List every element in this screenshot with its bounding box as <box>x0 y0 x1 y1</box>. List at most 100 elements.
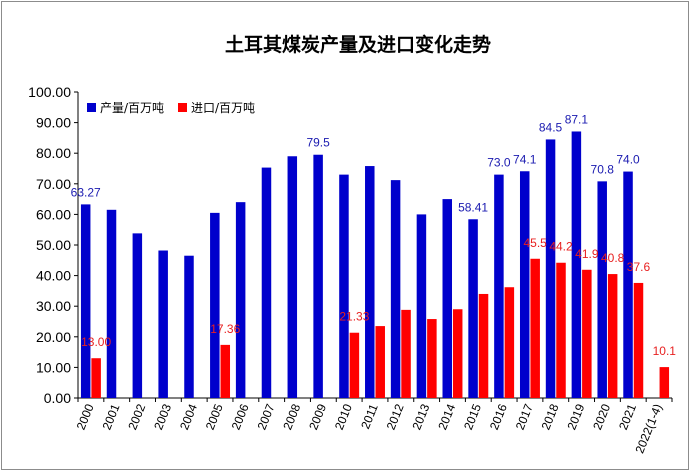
y-axis: 0.00 10.00 20.00 30.00 40.00 50.00 60.00 70.00 8… <box>28 84 79 406</box>
production-bar <box>468 219 478 398</box>
production-bar <box>210 212 220 398</box>
y-tick-label: 80.00 <box>36 145 71 161</box>
import-bar <box>401 309 411 398</box>
import-bar <box>427 319 437 398</box>
x-tick-label: 2004 <box>177 402 200 432</box>
legend-swatch-import <box>178 103 187 112</box>
legend-label-import: 进口/百万吨 <box>191 101 255 115</box>
import-bar <box>556 262 566 398</box>
y-tick-label: 60.00 <box>36 206 71 222</box>
y-tick-label: 50.00 <box>36 237 71 253</box>
x-tick-label: 2012 <box>384 402 407 432</box>
x-tick-label: 2000 <box>74 402 97 432</box>
import-bar <box>478 293 489 398</box>
x-tick-label: 2001 <box>100 402 123 432</box>
import-data-label: 41.9 <box>575 247 599 261</box>
import-bar <box>375 326 385 398</box>
import-data-label: 45.5 <box>524 236 548 250</box>
x-tick-label: 2013 <box>409 402 432 432</box>
legend-swatch-production <box>87 103 96 112</box>
x-tick-label: 2010 <box>332 402 355 432</box>
production-bar <box>442 199 453 398</box>
import-data-label: 13.00 <box>81 335 111 349</box>
x-axis: 2000 2001 2002 2003 2004 2005 2006 2007 2008 2009… <box>74 397 673 455</box>
production-bar <box>80 204 91 398</box>
x-tick-label: 2002 <box>125 402 148 432</box>
x-tick-label: 2016 <box>487 402 510 432</box>
production-bar <box>571 131 582 398</box>
production-data-label: 58.41 <box>458 200 488 214</box>
import-data-label: 21.33 <box>339 310 369 324</box>
production-bar <box>261 167 272 398</box>
production-bar <box>184 255 194 398</box>
production-data-label: 87.1 <box>565 112 589 126</box>
x-tick-label: 2008 <box>280 402 303 432</box>
production-bar <box>158 250 168 398</box>
y-tick-label: 90.00 <box>36 115 71 131</box>
import-bar <box>504 287 515 398</box>
import-bar <box>607 274 618 398</box>
production-bar <box>494 174 504 398</box>
production-bar <box>519 171 530 398</box>
x-tick-label: 2009 <box>306 402 329 432</box>
legend: 产量/百万吨 进口/百万吨 <box>87 101 255 115</box>
import-data-label: 37.6 <box>627 260 651 274</box>
production-data-label: 63.27 <box>71 185 101 199</box>
production-bar <box>365 166 375 398</box>
production-bar <box>132 233 143 398</box>
y-tick-label: 40.00 <box>36 268 71 284</box>
production-bar <box>623 171 633 398</box>
x-tick-label: 2006 <box>229 402 252 432</box>
production-bar <box>287 156 298 398</box>
import-data-label: 40.8 <box>601 251 625 265</box>
y-tick-label: 70.00 <box>36 176 71 192</box>
production-bar <box>106 209 117 398</box>
x-tick-label: 2011 <box>358 402 381 431</box>
y-tick-label: 10.00 <box>36 359 71 375</box>
bars <box>80 131 670 398</box>
production-bar <box>416 214 427 398</box>
y-tick-label: 100.00 <box>28 84 71 100</box>
import-bar <box>582 269 592 398</box>
production-data-label: 84.5 <box>539 120 563 134</box>
import-bar <box>91 358 101 398</box>
import-data-label: 17.36 <box>210 322 240 336</box>
x-tick-label: 2007 <box>254 402 277 432</box>
x-tick-label: 2021 <box>616 402 639 432</box>
import-bar <box>452 309 463 398</box>
x-tick-label: 2005 <box>203 402 226 432</box>
production-bar <box>313 154 323 398</box>
y-tick-label: 20.00 <box>36 329 71 345</box>
x-tick-label: 2018 <box>539 402 562 432</box>
chart-title: 土耳其煤炭产量及进口变化走势 <box>225 33 491 56</box>
import-data-label: 10.1 <box>653 344 677 358</box>
x-tick-label: 2019 <box>564 402 587 432</box>
data-labels: 63.27 79.5 58.41 73.0 74.1 84.587.1 70.874.0 13… <box>71 112 677 358</box>
x-tick-label: 2017 <box>513 402 536 432</box>
x-tick-label: 2014 <box>435 402 458 432</box>
y-tick-label: 30.00 <box>36 298 71 314</box>
y-tick-label: 0.00 <box>44 390 71 406</box>
production-data-label: 74.1 <box>513 152 537 166</box>
import-bar <box>349 332 360 398</box>
x-tick-label: 2015 <box>461 402 484 432</box>
import-data-label: 44.2 <box>549 240 573 254</box>
production-bar <box>235 202 246 398</box>
production-data-label: 73.0 <box>487 156 511 170</box>
production-data-label: 70.8 <box>591 162 615 176</box>
production-data-label: 79.5 <box>306 136 330 150</box>
legend-label-production: 产量/百万吨 <box>100 101 164 115</box>
x-tick-label: 2003 <box>151 402 174 432</box>
production-bar <box>390 180 401 398</box>
production-bar <box>545 139 556 398</box>
production-bar <box>597 181 607 398</box>
import-bar <box>220 344 231 398</box>
production-data-label: 74.0 <box>616 153 640 167</box>
import-bar <box>659 367 670 398</box>
production-bar <box>339 174 349 398</box>
x-tick-label: 2020 <box>590 402 613 432</box>
import-bar <box>530 258 540 398</box>
import-bar <box>633 282 644 398</box>
